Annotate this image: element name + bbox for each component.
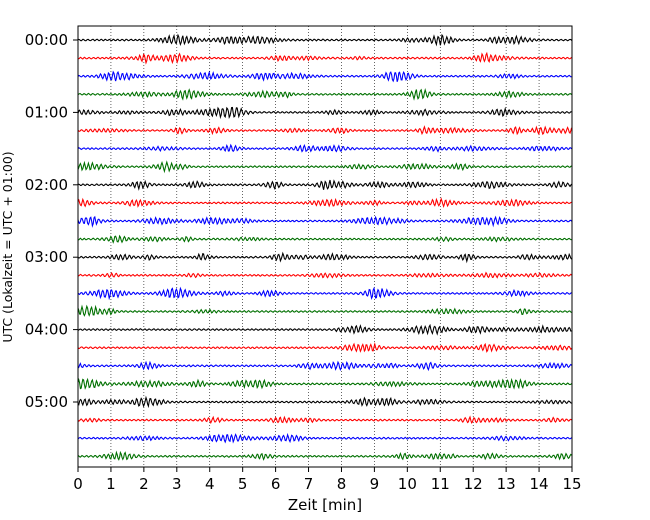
x-tick-label: 15 bbox=[562, 475, 581, 493]
trace-line bbox=[77, 271, 572, 279]
trace-line bbox=[77, 51, 572, 65]
x-tick-label: 3 bbox=[172, 475, 182, 493]
plot-frame bbox=[77, 25, 573, 468]
y-axis-label: UTC (Lokalzeit = UTC + 01:00) bbox=[0, 151, 15, 342]
y-axis: 00:00 01:00 02:00 03:00 04:00 05:00 bbox=[25, 31, 78, 411]
trace-line bbox=[77, 143, 573, 153]
trace-line bbox=[77, 377, 572, 390]
y-tick-label: 00:00 bbox=[25, 31, 68, 49]
trace-line bbox=[77, 251, 573, 264]
x-axis-label: Zeit [min] bbox=[288, 496, 362, 514]
x-tick-label: 9 bbox=[370, 475, 380, 493]
y-tick-label: 02:00 bbox=[25, 176, 68, 194]
y-tick-label: 01:00 bbox=[25, 103, 68, 121]
x-tick-label: 2 bbox=[139, 475, 149, 493]
trace-line bbox=[77, 432, 572, 444]
trace-line bbox=[77, 106, 572, 120]
x-tick-label: 14 bbox=[530, 475, 549, 493]
x-tick-label: 1 bbox=[106, 475, 116, 493]
x-tick-label: 0 bbox=[73, 475, 83, 493]
trace-line bbox=[77, 125, 573, 136]
trace-line bbox=[77, 450, 573, 461]
x-tick-label: 10 bbox=[398, 475, 417, 493]
x-tick-label: 7 bbox=[304, 475, 314, 493]
trace-line bbox=[77, 88, 573, 101]
trace-line bbox=[77, 286, 572, 301]
trace-line bbox=[77, 304, 572, 317]
trace-line bbox=[77, 160, 572, 174]
y-tick-label: 04:00 bbox=[25, 321, 68, 339]
trace-line bbox=[77, 415, 572, 425]
x-tick-label: 8 bbox=[337, 475, 347, 493]
trace-line bbox=[77, 197, 572, 209]
trace-line bbox=[77, 360, 572, 372]
x-tick-label: 12 bbox=[464, 475, 483, 493]
x-tick-label: 11 bbox=[431, 475, 450, 493]
trace-line bbox=[77, 342, 573, 353]
x-tick-label: 5 bbox=[238, 475, 248, 493]
trace-line bbox=[77, 234, 572, 244]
trace-line bbox=[77, 215, 573, 228]
x-tick-label: 13 bbox=[497, 475, 516, 493]
trace-line bbox=[77, 33, 573, 47]
x-axis: 0 1 2 3 4 5 6 7 8 9 10 11 12 13 14 15 bbox=[73, 467, 582, 493]
y-tick-label: 05:00 bbox=[25, 393, 68, 411]
trace-line bbox=[77, 179, 573, 191]
y-tick-label: 03:00 bbox=[25, 248, 68, 266]
trace-line bbox=[77, 323, 572, 336]
x-tick-label: 4 bbox=[205, 475, 215, 493]
x-tick-label: 6 bbox=[271, 475, 281, 493]
trace-line bbox=[77, 395, 572, 409]
seismogram-traces bbox=[77, 33, 573, 461]
trace-line bbox=[77, 70, 572, 83]
